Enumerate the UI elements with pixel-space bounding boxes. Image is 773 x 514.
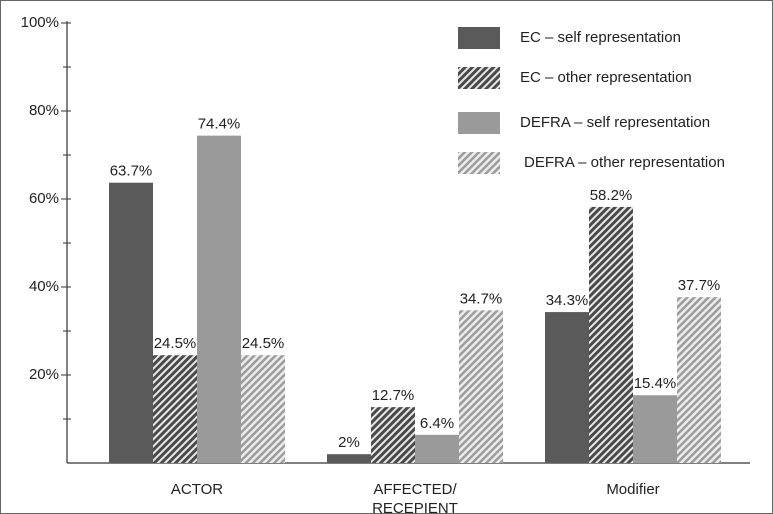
bar <box>327 454 371 463</box>
bar <box>633 395 677 463</box>
bar <box>459 310 503 463</box>
y-tick-label: 80% <box>29 102 59 119</box>
data-label: 24.5% <box>242 335 285 352</box>
data-label: 6.4% <box>420 415 454 432</box>
legend-label: EC – other representation <box>520 69 692 86</box>
legend-swatch <box>458 67 500 89</box>
bar <box>241 355 285 463</box>
y-tick-label: 20% <box>29 366 59 383</box>
data-label: 58.2% <box>590 187 633 204</box>
data-label: 2% <box>338 434 360 451</box>
y-tick-label: 40% <box>29 278 59 295</box>
x-tick-label: AFFECTED/RECEPIENT <box>372 481 458 514</box>
legend-label: EC – self representation <box>520 29 681 46</box>
y-tick-label: 100% <box>21 14 59 31</box>
bar <box>371 407 415 463</box>
bar <box>197 135 241 463</box>
y-tick-label: 60% <box>29 190 59 207</box>
data-label: 15.4% <box>634 375 677 392</box>
data-label: 37.7% <box>678 277 721 294</box>
data-label: 24.5% <box>154 335 197 352</box>
bar <box>545 312 589 463</box>
bar <box>415 434 459 463</box>
bar <box>589 206 633 464</box>
legend-label: DEFRA – self representation <box>520 114 710 131</box>
bar <box>677 297 721 463</box>
data-label: 34.3% <box>546 292 589 309</box>
data-label: 74.4% <box>198 116 241 133</box>
data-label: 34.7% <box>460 290 503 307</box>
data-label: 63.7% <box>110 163 153 180</box>
legend-swatch <box>458 27 500 49</box>
legend-label: DEFRA – other representation <box>524 154 725 171</box>
data-label: 12.7% <box>372 387 415 404</box>
bar <box>153 355 197 463</box>
x-tick-label: ACTOR <box>171 481 223 498</box>
x-tick-label: Modifier <box>606 481 659 498</box>
legend-swatch <box>458 112 500 134</box>
bar <box>109 182 153 463</box>
legend-swatch <box>458 152 500 174</box>
